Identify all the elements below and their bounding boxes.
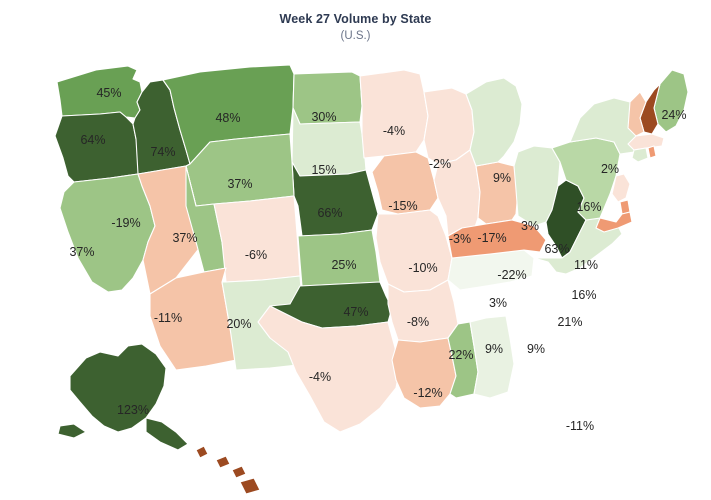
- us-map-svg: Washington 45%Oregon 64%Idaho 74%Montana…: [54, 64, 689, 495]
- state-in[interactable]: Indiana -17%: [475, 161, 519, 225]
- state-la[interactable]: Louisiana -12%: [391, 337, 457, 409]
- state-ks[interactable]: Kansas 25%: [297, 229, 381, 287]
- state-ak[interactable]: Alaska 123%: [57, 343, 189, 451]
- state-md[interactable]: Maryland: [595, 211, 633, 233]
- chart-subtitle: (U.S.): [340, 30, 371, 42]
- state-az[interactable]: Arizona -11%: [149, 267, 237, 371]
- state-ct[interactable]: Connecticut: [631, 147, 649, 163]
- title-block: Week 27 Volume by State (U.S.): [0, 10, 711, 45]
- state-ia[interactable]: Iowa -15%: [371, 151, 439, 215]
- state-me[interactable]: Maine 24%: [653, 69, 689, 133]
- state-al[interactable]: Alabama 9%: [469, 315, 515, 399]
- state-ri[interactable]: Rhode Island: [647, 145, 657, 159]
- state-hi[interactable]: Hawaii: [195, 445, 261, 495]
- state-co[interactable]: Colorado -6%: [213, 195, 301, 283]
- states-group: Washington 45%Oregon 64%Idaho 74%Montana…: [54, 64, 689, 495]
- us-map-container: Washington 45%Oregon 64%Idaho 74%Montana…: [0, 46, 711, 500]
- state-mi[interactable]: Michigan 9%: [465, 77, 523, 167]
- page-title: Week 27 Volume by State: [279, 12, 432, 26]
- state-ca[interactable]: California 37%: [59, 173, 156, 293]
- state-tx[interactable]: Texas -4%: [257, 305, 401, 433]
- state-mo[interactable]: Missouri -10%: [375, 209, 453, 293]
- state-ne[interactable]: Nebraska 66%: [291, 161, 379, 237]
- state-va[interactable]: Virginia 11%: [533, 217, 623, 275]
- state-or[interactable]: Oregon 64%: [54, 111, 145, 183]
- state-vt[interactable]: Vermont: [627, 91, 647, 137]
- state-wa[interactable]: Washington 45%: [56, 65, 143, 119]
- state-mn[interactable]: Minnesota -4%: [359, 69, 429, 159]
- state-nd[interactable]: North Dakota 30%: [292, 71, 363, 125]
- state-nj[interactable]: New Jersey: [611, 173, 631, 203]
